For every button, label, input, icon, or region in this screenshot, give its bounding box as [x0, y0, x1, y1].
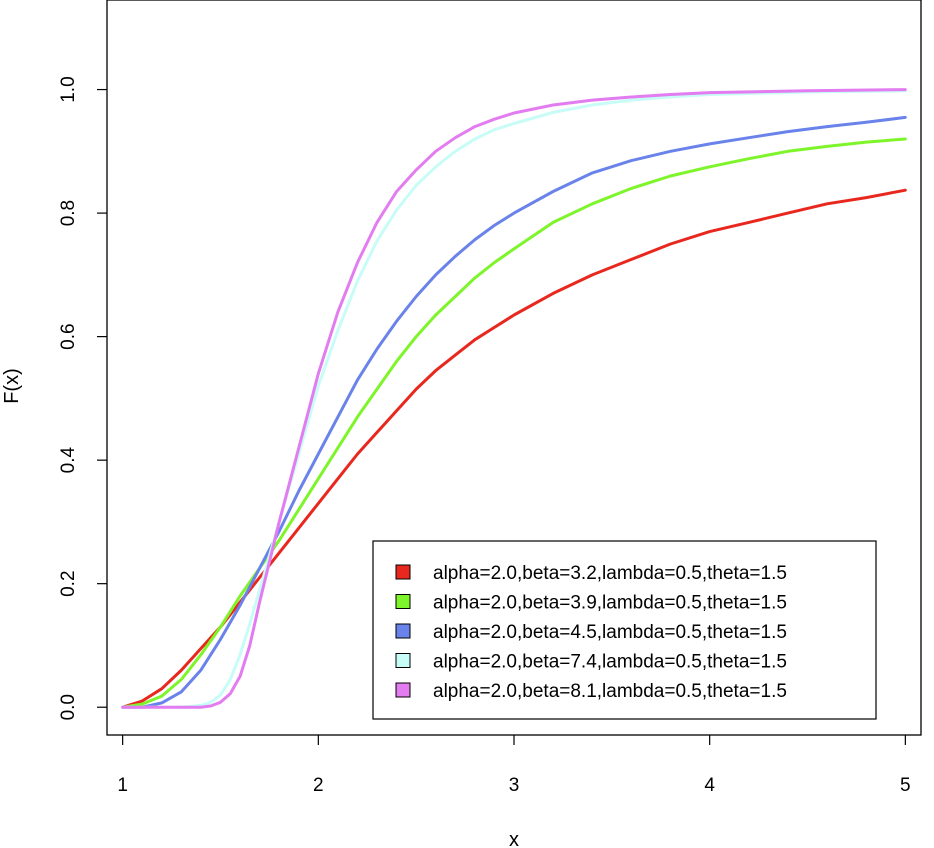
y-tick-label: 0.8 [58, 200, 79, 226]
series-line-5 [121, 88, 907, 709]
x-axis-label: x [509, 829, 519, 848]
legend-swatch [395, 594, 411, 609]
y-tick-label: 1.0 [58, 76, 79, 102]
x-tick-label: 4 [704, 775, 715, 796]
y-tick-label: 0.0 [58, 694, 79, 720]
x-tick-label: 2 [313, 775, 324, 796]
legend-box [372, 540, 877, 720]
axes: 1 2 3 4 5 0.0 0.2 0.4 0.6 0.8 1.0 [58, 76, 911, 796]
y-tick-label: 0.6 [58, 323, 79, 349]
series-line-3 [121, 115, 907, 709]
legend-label: alpha=2.0,beta=7.4,lambda=0.5,theta=1.5 [433, 652, 787, 673]
legend-swatch [395, 682, 411, 698]
legend-label: alpha=2.0,beta=3.2,lambda=0.5,theta=1.5 [433, 563, 787, 584]
legend-label: alpha=2.0,beta=4.5,lambda=0.5,theta=1.5 [433, 622, 787, 643]
x-tick-label: 5 [900, 775, 911, 796]
x-tick-label: 3 [509, 775, 520, 796]
legend-label: alpha=2.0,beta=8.1,lambda=0.5,theta=1.5 [433, 681, 787, 702]
x-tick-label: 1 [117, 775, 128, 796]
legend: alpha=2.0,beta=3.2,lambda=0.5,theta=1.5 a… [372, 540, 877, 720]
legend-swatch [395, 564, 411, 580]
y-tick-label: 0.4 [58, 447, 79, 474]
legend-label: alpha=2.0,beta=3.9,lambda=0.5,theta=1.5 [433, 593, 787, 614]
y-tick-label: 0.2 [58, 570, 79, 596]
series-layer [121, 88, 907, 709]
legend-swatch [395, 623, 411, 639]
series-line-4 [121, 89, 907, 709]
series-line-2 [121, 137, 907, 709]
y-axis-label: F(x) [1, 368, 23, 404]
legend-swatch [395, 653, 411, 668]
